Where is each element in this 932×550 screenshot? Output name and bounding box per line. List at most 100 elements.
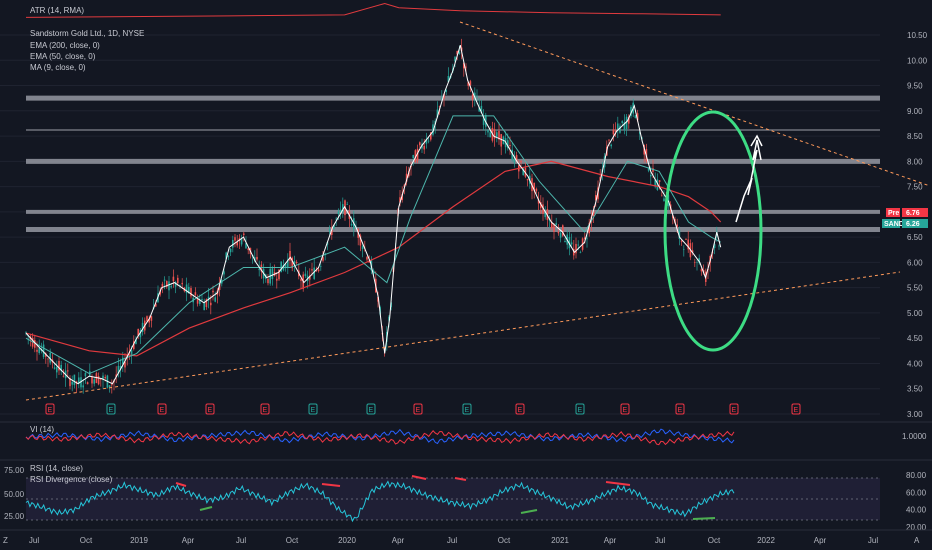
- candle-body: [71, 381, 73, 385]
- candle-body: [122, 357, 124, 365]
- candle-body: [93, 379, 95, 384]
- candle-body: [456, 50, 458, 55]
- candle-body: [663, 198, 665, 202]
- candle-body: [199, 299, 201, 304]
- candle-body: [445, 90, 447, 92]
- candle-body: [511, 149, 513, 160]
- candle-body: [45, 353, 47, 357]
- bullish-divergence: [520, 509, 538, 514]
- highlight-ellipse[interactable]: [663, 110, 763, 352]
- candle-body: [430, 132, 432, 140]
- candle-body: [599, 177, 601, 181]
- candle-body: [243, 233, 245, 235]
- candle-body: [234, 237, 236, 241]
- symbol-badge: [882, 219, 900, 228]
- candle-body: [718, 245, 720, 247]
- candle-body: [652, 168, 654, 172]
- event-letter: E: [48, 407, 53, 414]
- candle-body: [425, 139, 428, 144]
- candle-body: [467, 82, 469, 86]
- candle-body: [146, 316, 148, 322]
- candle-body: [91, 376, 93, 384]
- candle-body: [672, 215, 674, 219]
- candle-body: [630, 106, 632, 116]
- ema50-legend: EMA (50, close, 0): [30, 52, 96, 61]
- rsi-pane: RSI (14, close) RSI Divergence (close) 2…: [0, 459, 932, 532]
- event-letter: E: [369, 407, 374, 414]
- downtrend-line[interactable]: [459, 21, 931, 187]
- candle-body: [388, 316, 390, 321]
- candle-body: [245, 243, 247, 249]
- candle-body: [135, 339, 137, 345]
- timezone-icon[interactable]: Z: [3, 536, 8, 545]
- symbol-badge-label: SAND: [884, 221, 904, 228]
- rsi-tick-label: 60.00: [906, 488, 927, 497]
- candle-body: [683, 249, 685, 250]
- candle-body: [482, 116, 485, 125]
- candle-body: [53, 367, 56, 369]
- bearish-divergence: [321, 483, 341, 487]
- price-tick-label: 3.50: [907, 385, 923, 394]
- candle-body: [174, 282, 177, 287]
- candle-body: [619, 125, 621, 133]
- price-tick-label: 10.00: [907, 56, 928, 65]
- candle-body: [133, 341, 135, 350]
- candle-body: [480, 105, 483, 114]
- candle-body: [227, 256, 230, 258]
- candle-body: [625, 116, 628, 130]
- candle-body: [47, 358, 49, 360]
- candle-body: [346, 204, 348, 205]
- candle-body: [595, 195, 597, 201]
- candle-body: [485, 114, 487, 127]
- candle-body: [86, 382, 89, 385]
- candle-body: [441, 98, 443, 100]
- time-tick-label: 2019: [130, 536, 148, 545]
- ma9-legend: MA (9, close, 0): [30, 63, 86, 72]
- projection-path[interactable]: [735, 139, 762, 223]
- candle-body: [698, 258, 700, 263]
- symbol-title: Sandstorm Gold Ltd., 1D, NYSE: [30, 29, 144, 38]
- time-tick-label: Oct: [708, 536, 721, 545]
- time-tick-label: Jul: [29, 536, 39, 545]
- candle-body: [104, 376, 106, 379]
- candle-body: [713, 244, 716, 249]
- price-axis[interactable]: 3.003.504.004.505.005.506.006.507.007.50…: [907, 31, 928, 419]
- candle-body: [291, 257, 293, 269]
- time-tick-label: Jul: [236, 536, 246, 545]
- time-axis[interactable]: Jul Oct 2019 Apr Jul Oct 2020 Apr Jul Oct 2021 Apr J…: [29, 536, 878, 545]
- candle-body: [478, 107, 480, 112]
- candle-body: [650, 175, 652, 177]
- resistance-lines: [26, 95, 880, 233]
- candle-body: [190, 288, 192, 297]
- candle-body: [419, 142, 421, 146]
- candle-body: [115, 374, 117, 377]
- candle-body: [339, 209, 342, 213]
- candle-body: [586, 238, 588, 240]
- candle-body: [526, 178, 529, 181]
- candle-body: [267, 278, 269, 284]
- auto-scale-button[interactable]: A: [914, 536, 920, 545]
- event-letter: E: [160, 407, 165, 414]
- vi-pane: VI (14) 1.0000: [0, 421, 932, 446]
- time-tick-label: Oct: [498, 536, 511, 545]
- candle-body: [34, 339, 36, 348]
- candle-body: [196, 299, 199, 304]
- price-tick-label: 7.50: [907, 183, 923, 192]
- candle-body: [700, 269, 703, 272]
- candle-body: [304, 273, 307, 277]
- candle-body: [687, 239, 689, 250]
- candle-body: [328, 229, 331, 231]
- price-tick-label: 8.00: [907, 157, 923, 166]
- candle-body: [278, 269, 280, 280]
- candle-body: [614, 130, 617, 132]
- ema200-legend: EMA (200, close, 0): [30, 41, 100, 50]
- event-badge: [620, 403, 630, 415]
- event-badge: [260, 403, 270, 415]
- atr-title: ATR (14, RMA): [30, 6, 84, 15]
- pre-value: 6.76: [906, 210, 920, 217]
- candle-body: [317, 269, 320, 272]
- candle-body: [212, 290, 214, 293]
- candle-body: [577, 244, 579, 246]
- event-letter: E: [623, 407, 628, 414]
